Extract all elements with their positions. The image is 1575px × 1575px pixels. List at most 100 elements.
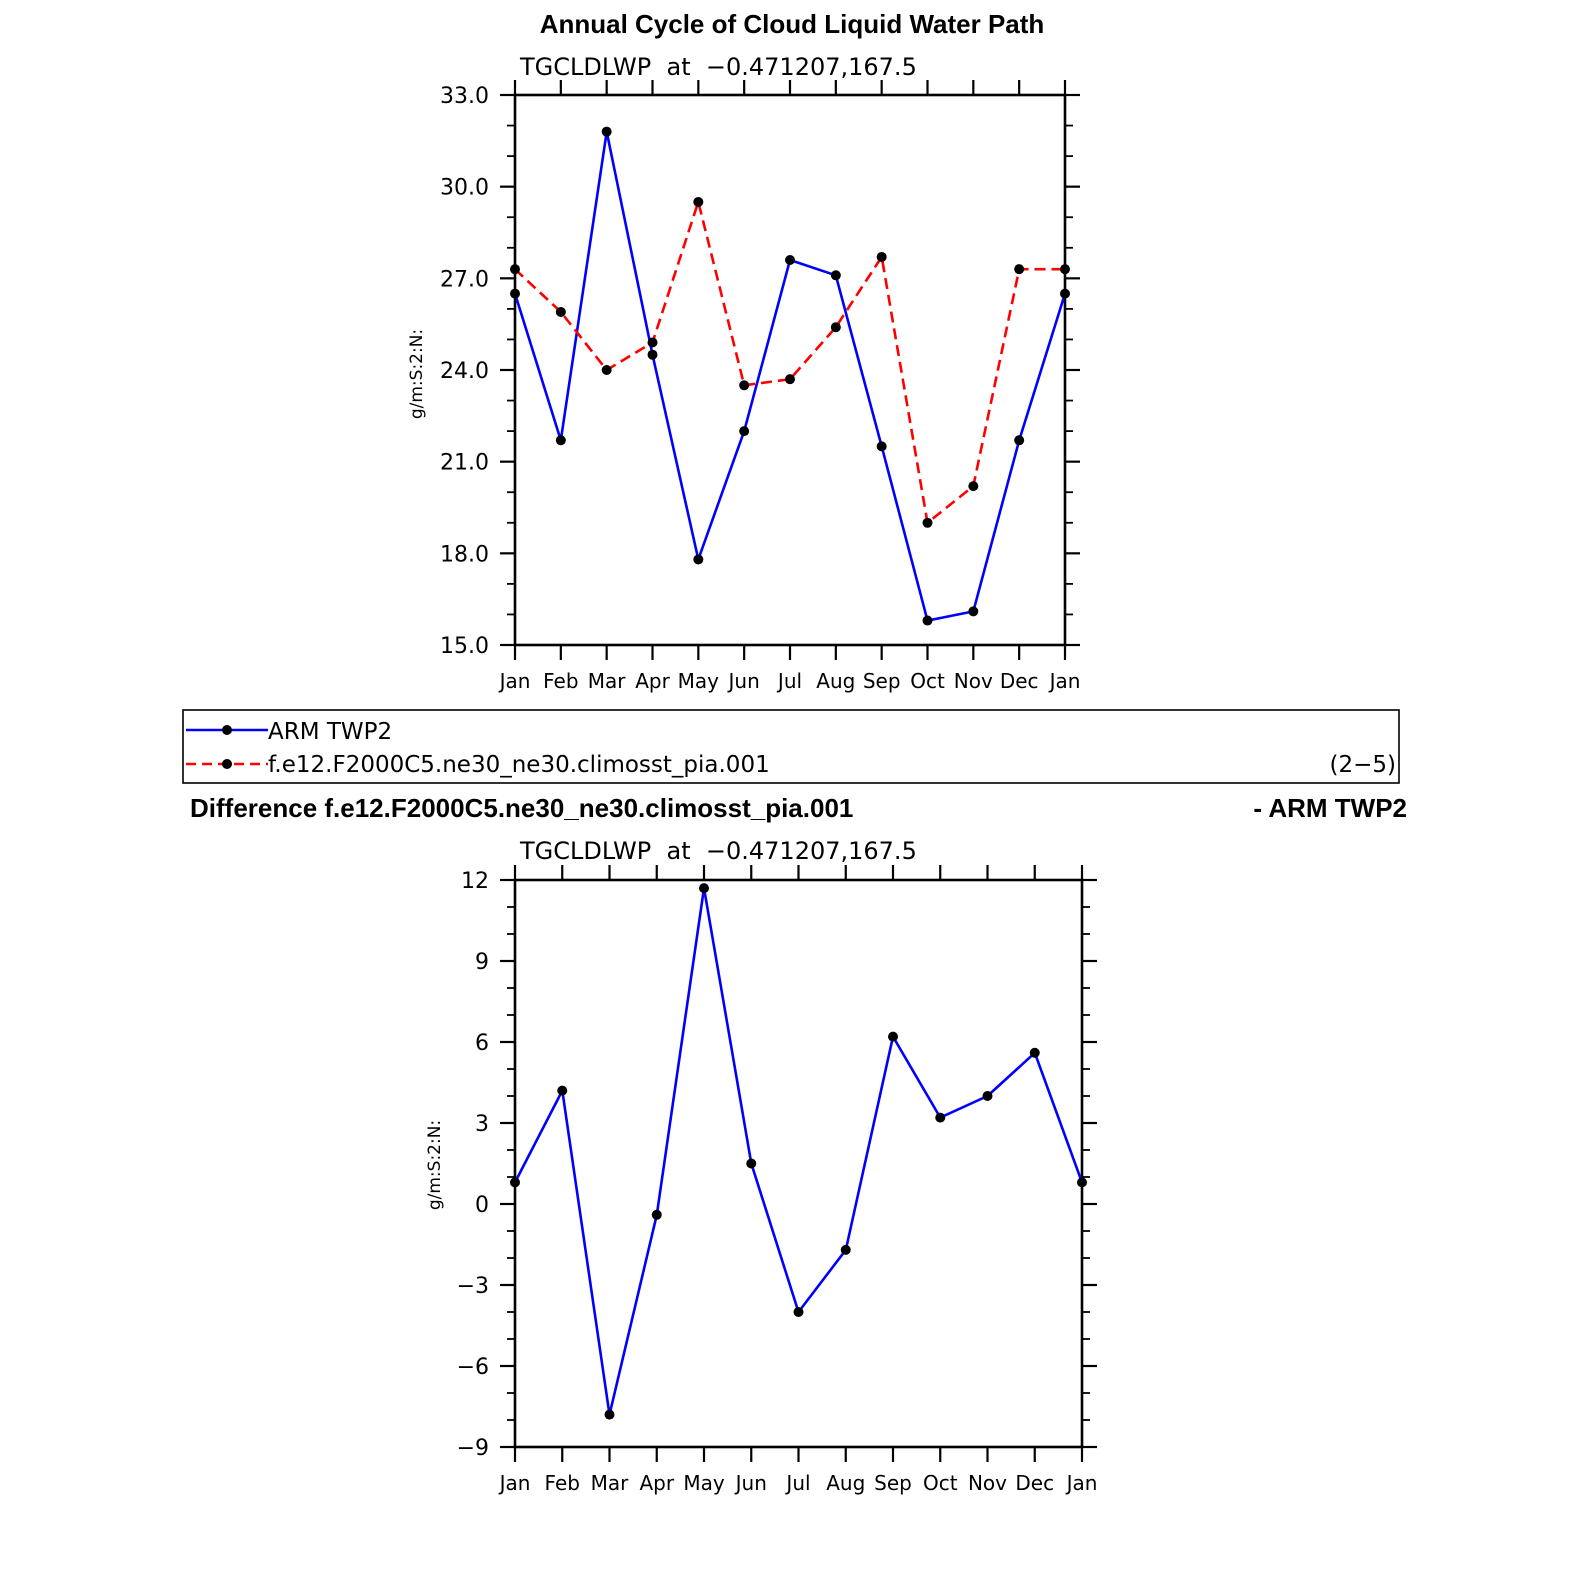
top-plot-frame	[513, 93, 1067, 647]
bottom-series-0-point	[1077, 1177, 1087, 1188]
top-series-1-point	[510, 264, 520, 275]
bottom-series-0-point	[982, 1091, 993, 1101]
bottom-series-0-point	[935, 1112, 946, 1123]
top-series-1-point	[555, 306, 566, 317]
top-series-1-point	[647, 337, 658, 348]
top-series-1-point	[1014, 264, 1025, 275]
top-xtick-label: Sep	[863, 669, 901, 693]
top-xtick-label: Apr	[635, 669, 670, 693]
top-ytick-label: 15.0	[440, 634, 489, 659]
top-series-0-point	[693, 554, 704, 565]
bottom-xtick-label: Oct	[923, 1471, 958, 1495]
top-series-0-point	[647, 349, 658, 360]
top-xtick-label: May	[678, 669, 720, 693]
bottom-series-0-point	[604, 1409, 615, 1420]
top-chart-axes: 15.0 18.0 21.0 24.0 27.0 30.0 33.0 Jan Feb Mar Apr…	[440, 80, 1080, 693]
bottom-series-0-point	[888, 1031, 898, 1042]
top-series-1-point	[968, 481, 979, 492]
top-series-1-point	[739, 380, 750, 391]
top-chart-ylabel: g/m:S:2:N:	[407, 329, 427, 419]
bottom-ytick-label: 9	[475, 950, 489, 975]
top-series-1-point	[830, 322, 841, 333]
difference-title: Difference f.e12.F2000C5.ne30_ne30.climo…	[190, 793, 853, 823]
top-series-1-point	[1060, 264, 1070, 275]
bottom-chart-series	[510, 883, 1087, 1420]
bottom-ytick-label: −3	[457, 1274, 489, 1299]
top-xtick-label: Jul	[776, 669, 802, 693]
top-xtick-label: Jan	[498, 669, 531, 693]
bottom-ytick-label: 12	[461, 869, 489, 894]
bottom-series-0-point	[510, 1177, 520, 1188]
bottom-series-0-point	[651, 1209, 662, 1220]
legend-panel-tag: (2−5)	[1330, 752, 1396, 778]
bottom-xtick-label: Jan	[498, 1471, 531, 1495]
top-ytick-label: 18.0	[440, 542, 489, 567]
top-chart-subtitle: TGCLDLWP at −0.471207,167.5	[519, 53, 917, 81]
bottom-plot-frame	[513, 878, 1084, 1449]
top-xtick-label: Dec	[1000, 669, 1039, 693]
bottom-xtick-label: Jun	[734, 1471, 767, 1495]
bottom-series-0-point	[840, 1244, 851, 1255]
bottom-ytick-label: 6	[475, 1031, 489, 1056]
legend-swatch-marker-arm	[222, 725, 232, 735]
top-xtick-label: Mar	[588, 669, 627, 693]
bottom-ytick-label: 0	[475, 1193, 489, 1218]
top-chart: TGCLDLWP at −0.471207,167.5 g/m:S:2:N: 1…	[407, 53, 1080, 693]
bottom-series-0-point	[746, 1158, 757, 1169]
top-series-0-point	[968, 606, 979, 617]
top-series-1-point	[601, 365, 612, 375]
top-series-1-point	[693, 196, 704, 207]
bottom-series-line-0	[513, 886, 1084, 1416]
bottom-series-0-point	[699, 883, 709, 894]
top-xtick-label: Aug	[816, 669, 855, 693]
bottom-xtick-label: Mar	[591, 1471, 630, 1495]
bottom-ytick-label: 3	[475, 1112, 489, 1137]
bottom-ytick-label: −6	[457, 1355, 489, 1380]
top-chart-series	[510, 126, 1070, 626]
bottom-xtick-label: Jan	[1065, 1471, 1098, 1495]
bottom-xtick-label: Aug	[826, 1471, 865, 1495]
bottom-chart-ylabel: g/m:S:2:N:	[425, 1120, 445, 1210]
bottom-chart: TGCLDLWP at −0.471207,167.5 g/m:S:2:N: −…	[425, 837, 1097, 1495]
bottom-xtick-label: Apr	[639, 1471, 674, 1495]
top-series-0-point	[830, 270, 841, 281]
top-xtick-label: Jun	[727, 669, 760, 693]
top-series-0-point	[555, 435, 566, 446]
top-series-0-point	[876, 441, 887, 452]
top-series-0-point	[601, 126, 612, 137]
top-xtick-label: Feb	[543, 669, 578, 693]
bottom-xtick-label: Nov	[968, 1471, 1007, 1495]
top-ytick-label: 21.0	[440, 451, 489, 476]
top-series-0-point	[739, 426, 750, 437]
bottom-series-0-point	[793, 1307, 804, 1317]
top-ytick-label: 33.0	[440, 84, 489, 109]
bottom-xtick-label: May	[683, 1471, 725, 1495]
legend: ARM TWP2 f.e12.F2000C5.ne30_ne30.climoss…	[182, 709, 1400, 784]
top-xtick-label: Jan	[1048, 669, 1081, 693]
top-ytick-label: 30.0	[440, 176, 489, 201]
bottom-chart-subtitle: TGCLDLWP at −0.471207,167.5	[519, 837, 917, 865]
legend-label-arm: ARM TWP2	[268, 719, 392, 745]
main-title: Annual Cycle of Cloud Liquid Water Path	[540, 9, 1045, 39]
bottom-ytick-label: −9	[457, 1436, 489, 1461]
legend-frame	[182, 709, 1400, 784]
bottom-xtick-label: Dec	[1015, 1471, 1054, 1495]
top-series-line-1	[514, 200, 1065, 525]
top-series-1-point	[922, 517, 933, 528]
top-xtick-label: Nov	[954, 669, 993, 693]
top-series-0-point	[1060, 288, 1070, 299]
bottom-xtick-label: Feb	[545, 1471, 580, 1495]
top-ytick-label: 24.0	[440, 359, 489, 384]
top-series-0-point	[510, 288, 520, 299]
top-series-0-point	[785, 255, 795, 265]
bottom-series-0-point	[557, 1085, 568, 1096]
bottom-chart-axes: −9 −6 −3 0 3 6 9 12 Jan Feb Mar Apr May Jun Jul Aug Sep O…	[457, 865, 1098, 1495]
top-series-1-point	[785, 374, 795, 385]
bottom-xtick-label: Sep	[874, 1471, 912, 1495]
top-series-1-point	[876, 251, 887, 262]
bottom-xtick-label: Jul	[784, 1471, 810, 1495]
legend-label-model: f.e12.F2000C5.ne30_ne30.climosst_pia.001	[268, 752, 770, 778]
difference-title-suffix: - ARM TWP2	[1253, 793, 1407, 823]
bottom-series-0-point	[1029, 1047, 1040, 1058]
